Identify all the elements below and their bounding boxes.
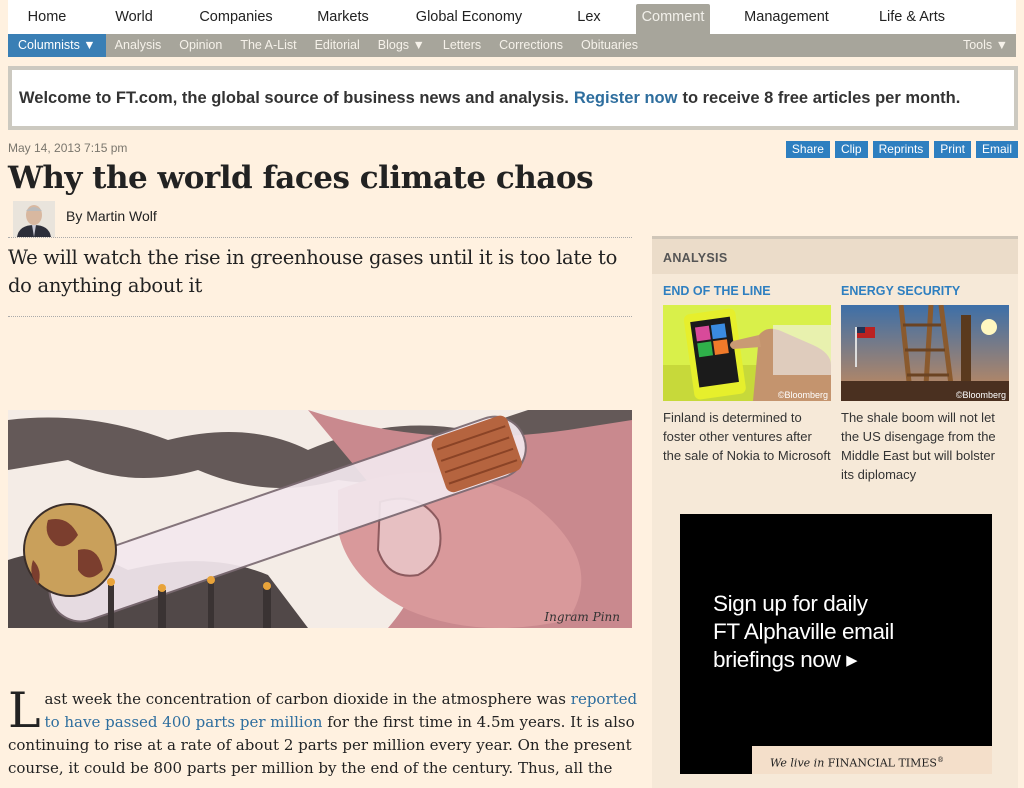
subnav-columnists[interactable]: Columnists ▼ [8, 34, 106, 57]
illustrator-signature: Ingram Pinn [544, 610, 620, 624]
nav-tab-home[interactable]: Home [27, 9, 67, 25]
reported-link[interactable]: reported to have passed 400 parts per mi… [44, 690, 638, 731]
nav-tab-markets[interactable]: Markets [317, 9, 369, 25]
article-headline: Why the world faces climate chaos [8, 160, 594, 196]
ad-strip-italic: We live in [770, 756, 825, 770]
article-illustration: Ingram Pinn [8, 410, 632, 628]
subnav-tools[interactable]: Tools ▼ [962, 38, 1008, 52]
body-text-1: ast week the concentration of carbon dio… [44, 690, 571, 708]
card-image-drilling-rig[interactable]: ©Bloomberg [841, 305, 1009, 401]
print-button[interactable]: Print [934, 141, 971, 158]
nav-tab-life-arts[interactable]: Life & Arts [878, 9, 946, 25]
analysis-card-shale: ENERGY SECURITY ©Bloomberg [841, 284, 1011, 484]
ad-strip-brand: FINANCIAL TIMES [827, 756, 937, 770]
article-date: May 14, 2013 7:15 pm [8, 141, 128, 155]
analysis-card-nokia: END OF THE LINE ©Bloomberg Finland is de… [663, 284, 833, 465]
analysis-header: ANALYSIS [652, 236, 1018, 274]
share-button[interactable]: Share [785, 141, 830, 158]
top-navigation-bar: Home World Companies Markets Global Econ… [8, 0, 1016, 34]
subnav-obituaries[interactable]: Obituaries [581, 38, 639, 52]
ad-line-3: briefings now ▸ [713, 647, 858, 672]
author-name[interactable]: By Martin Wolf [66, 207, 157, 224]
body-text-2: for the first time in 4.5m years. It is … [8, 713, 635, 777]
subnav-opinion[interactable]: Opinion [179, 38, 223, 52]
nav-tab-global-economy[interactable]: Global Economy [415, 9, 523, 25]
subnav-analysis[interactable]: Analysis [114, 38, 162, 52]
ad-strip-mark: ® [936, 756, 944, 764]
alphaville-signup-ad[interactable]: Sign up for daily FT Alphaville email br… [680, 514, 992, 774]
card-kicker[interactable]: ENERGY SECURITY [841, 284, 961, 298]
reprints-button[interactable]: Reprints [872, 141, 930, 158]
nav-tab-lex[interactable]: Lex [577, 9, 601, 25]
welcome-banner: Welcome to FT.com, the global source of … [8, 66, 1018, 130]
clip-button[interactable]: Clip [834, 141, 868, 158]
card-image-phone[interactable]: ©Bloomberg [663, 305, 831, 401]
register-now-link[interactable]: Register now [573, 88, 678, 107]
welcome-text-after: to receive 8 free articles per month. [682, 88, 961, 107]
author-avatar[interactable] [13, 200, 55, 237]
ad-brand-strip: We live in FINANCIAL TIMES® [752, 746, 992, 774]
nav-tab-management[interactable]: Management [744, 9, 829, 25]
ad-line-1: Sign up for daily [713, 591, 868, 616]
subnav-letters[interactable]: Letters [442, 38, 482, 52]
subnav-a-list[interactable]: The A-List [240, 38, 297, 52]
image-credit: ©Bloomberg [955, 390, 1006, 400]
card-kicker[interactable]: END OF THE LINE [663, 284, 771, 298]
welcome-text: Welcome to FT.com, the global source of … [19, 88, 569, 107]
subnav-blogs[interactable]: Blogs ▼ [377, 38, 425, 52]
article-body: L ast week the concentration of carbon d… [8, 682, 638, 780]
subnav-editorial[interactable]: Editorial [314, 38, 360, 52]
nav-tab-comment[interactable]: Comment [636, 4, 710, 34]
article-tools: Share Clip Reprints Print Email [785, 141, 1018, 158]
drop-cap: L [8, 682, 41, 739]
ad-line-2: FT Alphaville email [713, 619, 894, 644]
card-description[interactable]: Finland is determined to foster other ve… [663, 410, 831, 463]
email-button[interactable]: Email [975, 141, 1018, 158]
ad-headline[interactable]: Sign up for daily FT Alphaville email br… [713, 590, 894, 674]
standfirst-divider [8, 316, 632, 317]
image-credit: ©Bloomberg [777, 390, 828, 400]
nav-tab-companies[interactable]: Companies [199, 9, 273, 25]
nav-tab-world[interactable]: World [115, 9, 153, 25]
article-standfirst: We will watch the rise in greenhouse gas… [8, 246, 618, 297]
sub-navigation: Columnists ▼ Analysis Opinion The A-List… [8, 34, 1016, 57]
welcome-box: Welcome to FT.com, the global source of … [12, 70, 1014, 126]
top-navigation: Home World Companies Markets Global Econ… [0, 0, 1024, 34]
card-description[interactable]: The shale boom will not let the US disen… [841, 410, 996, 482]
subnav-corrections[interactable]: Corrections [499, 38, 564, 52]
byline: By Martin Wolf [8, 200, 632, 238]
